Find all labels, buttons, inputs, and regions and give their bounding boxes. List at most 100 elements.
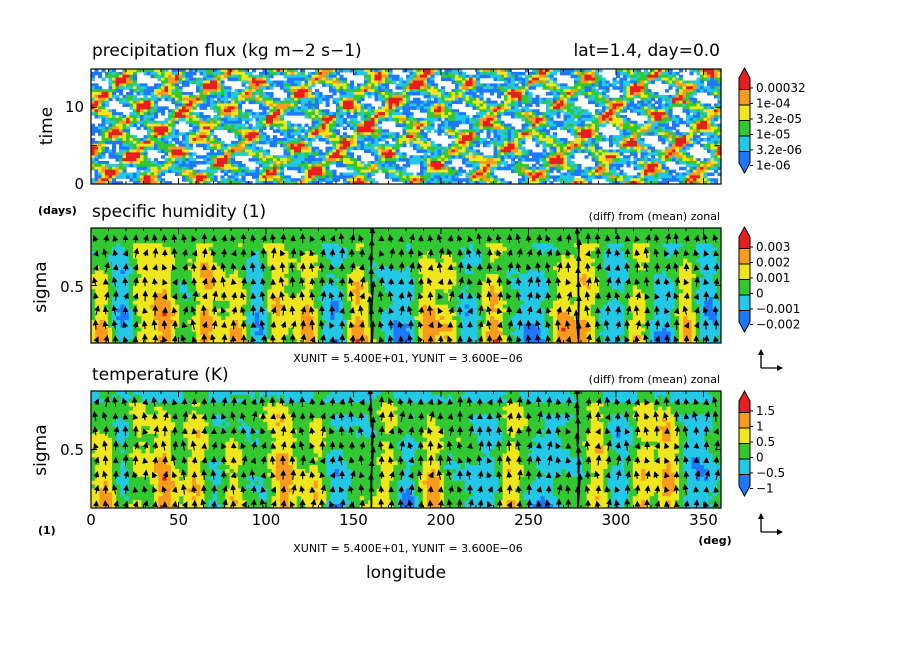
precip-cell (147, 112, 152, 116)
precip-cell (133, 117, 138, 122)
precip-cell (234, 126, 239, 130)
precip-cell (287, 86, 292, 90)
precip-cell (346, 120, 351, 125)
precip-cell (595, 92, 600, 96)
precip-cell (259, 120, 264, 125)
precip-cell (336, 69, 341, 73)
precip-cell (280, 86, 285, 90)
precip-cell (511, 143, 516, 148)
precip-cell (504, 80, 509, 84)
precip-cell (255, 100, 260, 105)
precip-cell (651, 92, 656, 96)
precip-cell (339, 163, 344, 168)
precip-cell (504, 132, 509, 136)
precip-cell (185, 100, 190, 105)
precip-cell (500, 77, 505, 82)
precip-cell (563, 83, 568, 87)
precip-cell (661, 94, 666, 99)
precip-cell (511, 92, 516, 96)
precip-cell (409, 103, 414, 107)
precip-cell (241, 117, 246, 122)
precip-cell (371, 77, 376, 82)
precip-cell (665, 129, 670, 133)
precip-cell (521, 86, 526, 90)
precip-cell (556, 146, 561, 151)
precip-cell (161, 106, 166, 110)
precip-cell (637, 80, 642, 84)
precip-cell (311, 123, 316, 128)
precip-cell (175, 86, 180, 90)
precip-cell (399, 140, 404, 145)
precip-cell (616, 115, 621, 119)
precip-cell (269, 117, 274, 122)
precip-cell (430, 69, 435, 73)
precip-cell (493, 123, 498, 128)
precip-cell (108, 112, 113, 116)
precip-cell (339, 94, 344, 99)
precip-cell (304, 94, 309, 99)
precip-cell (570, 132, 575, 136)
precip-cell (311, 92, 316, 96)
precip-cell (168, 117, 173, 122)
precip-cell (371, 69, 376, 73)
precip-cell (423, 71, 428, 76)
precip-cell (150, 92, 155, 96)
precip-cell (479, 74, 484, 79)
precip-cell (322, 117, 327, 122)
precip-cell (560, 94, 565, 99)
precip-cell (231, 143, 236, 148)
precip-cell (175, 94, 180, 99)
precip-cell (108, 77, 113, 82)
precip-cell (332, 135, 337, 139)
precip-cell (175, 115, 180, 119)
precip-cell (406, 115, 411, 119)
precip-cell (381, 129, 386, 133)
precip-cell (651, 132, 656, 136)
precip-cell (367, 109, 372, 113)
precip-cell (546, 74, 551, 79)
precip-cell (241, 143, 246, 148)
precip-cell (280, 71, 285, 76)
precip-cell (406, 112, 411, 116)
precip-cell (182, 69, 187, 73)
precip-cell (570, 74, 575, 79)
precip-cell (182, 146, 187, 151)
precip-cell (605, 120, 610, 125)
precip-cell (374, 146, 379, 151)
precip-cell (525, 126, 530, 130)
precip-cell (150, 86, 155, 90)
precip-cell (115, 89, 120, 93)
precip-cell (399, 80, 404, 84)
precip-cell (546, 83, 551, 87)
precip-cell (238, 69, 243, 73)
precip-cell (178, 97, 183, 102)
precip-cell (406, 94, 411, 99)
precip-cell (469, 80, 474, 84)
precip-cell (640, 129, 645, 133)
precip-cell (94, 115, 99, 119)
precip-cell (182, 97, 187, 102)
precip-cell (693, 86, 698, 90)
precip-cell (234, 135, 239, 139)
precip-cell (126, 103, 131, 107)
precip-cell (693, 123, 698, 128)
precip-cell (220, 69, 225, 73)
precip-cell (556, 106, 561, 110)
precip-cell (168, 80, 173, 84)
precip-cell (199, 83, 204, 87)
precip-cell (304, 83, 309, 87)
precip-cell (280, 143, 285, 148)
precip-cell (213, 100, 218, 105)
precip-cell (409, 140, 414, 145)
precip-cell (504, 126, 509, 130)
precip-cell (157, 120, 162, 125)
precip-cell (423, 149, 428, 153)
precip-cell (574, 132, 579, 136)
precip-cell (231, 112, 236, 116)
precip-cell (325, 94, 330, 99)
precip-cell (647, 129, 652, 133)
precip-cell (185, 71, 190, 76)
precip-cell (301, 94, 306, 99)
precip-cell (213, 69, 218, 73)
precip-cell (224, 115, 229, 119)
